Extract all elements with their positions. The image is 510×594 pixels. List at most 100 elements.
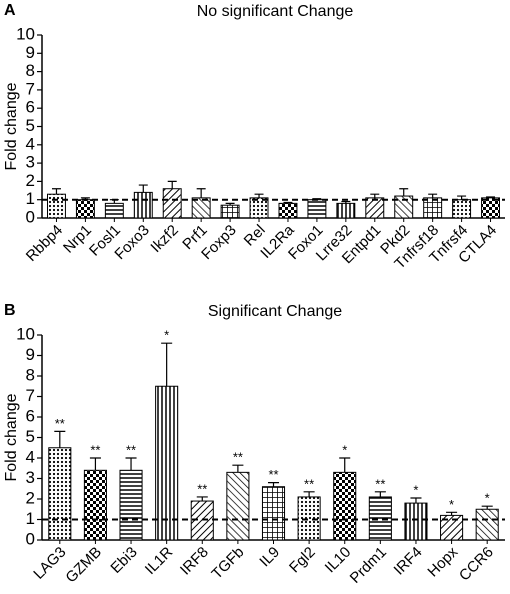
y-tick-label: 6	[26, 406, 35, 425]
error-bar	[225, 202, 235, 206]
error-bar	[457, 195, 467, 200]
x-tick-label: Fgl2	[286, 544, 319, 577]
error-bar	[54, 430, 66, 448]
error-bar	[125, 457, 137, 471]
bar	[368, 496, 392, 541]
error-bar	[196, 496, 208, 502]
bar	[404, 502, 428, 541]
bar	[155, 385, 179, 541]
y-tick-label: 7	[26, 386, 35, 405]
y-tick-label: 8	[26, 61, 35, 80]
y-tick-label: 3	[26, 153, 35, 172]
significance-label: **	[55, 416, 65, 431]
y-tick-label: 0	[26, 529, 35, 548]
error-bar	[399, 188, 409, 197]
significance-label: *	[485, 491, 490, 506]
significance-label: *	[164, 328, 169, 343]
error-bar	[283, 201, 293, 204]
significance-label: *	[449, 497, 454, 512]
error-bar	[339, 457, 351, 473]
significance-label: **	[268, 467, 278, 482]
chart-title: Significant Change	[208, 303, 342, 320]
error-bar	[428, 193, 438, 198]
error-bar	[481, 505, 493, 510]
y-tick-label: 4	[26, 447, 35, 466]
y-tick-label: 5	[26, 427, 35, 446]
bar	[423, 197, 443, 219]
panel-label: B	[4, 302, 16, 319]
bar	[46, 193, 66, 219]
bar	[220, 204, 240, 219]
error-bar	[161, 342, 173, 387]
significance-label: **	[126, 442, 136, 457]
significance-label: **	[233, 450, 243, 465]
bar	[365, 197, 385, 219]
bar	[226, 471, 250, 541]
bar	[75, 199, 95, 219]
error-bar	[51, 188, 61, 195]
bar	[249, 197, 269, 219]
error-bar	[167, 180, 177, 189]
x-tick-label: TGFb	[208, 544, 247, 583]
error-bar	[89, 457, 101, 471]
y-tick-label: 3	[26, 468, 35, 487]
error-bar	[196, 188, 206, 198]
y-tick-label: 10	[16, 324, 35, 343]
bar	[191, 197, 211, 219]
y-tick-label: 9	[26, 345, 35, 364]
significance-label: *	[342, 442, 347, 457]
bar	[307, 199, 327, 219]
bar	[333, 471, 357, 541]
bar	[297, 496, 321, 541]
y-tick-label: 1	[26, 509, 35, 528]
bar	[133, 191, 153, 219]
y-tick-label: 2	[26, 171, 35, 190]
y-tick-label: 2	[26, 488, 35, 507]
error-bar	[232, 464, 244, 473]
bar	[83, 469, 107, 541]
error-bar	[486, 196, 496, 198]
error-bar	[267, 482, 280, 487]
bar	[119, 469, 143, 541]
significance-label: **	[304, 476, 314, 491]
error-bar	[446, 511, 458, 516]
x-tick-label: GZMB	[62, 544, 105, 587]
error-bar	[410, 497, 422, 504]
bar	[162, 188, 182, 219]
y-tick-label: 5	[26, 116, 35, 135]
chart-title: No significant Change	[197, 3, 354, 20]
significance-label: **	[197, 481, 207, 496]
y-tick-label: 1	[26, 189, 35, 208]
bar	[481, 197, 501, 219]
error-bar	[254, 193, 264, 198]
x-tick-label: CCR6	[456, 544, 497, 585]
x-tick-label: IL9	[256, 544, 283, 571]
bar	[190, 500, 214, 541]
bar	[452, 199, 472, 219]
x-tick-label: Rbbp4	[23, 222, 66, 265]
bar	[261, 486, 286, 541]
x-tick-label: IRF8	[177, 544, 212, 579]
x-tick-label: LAG3	[30, 544, 69, 583]
error-bar	[341, 200, 351, 204]
bar	[278, 202, 298, 219]
x-tick-label: Hopx	[424, 543, 461, 580]
error-bar	[370, 193, 380, 198]
panel-label: A	[4, 2, 16, 19]
significance-label: *	[413, 482, 418, 497]
x-tick-label: Ebi3	[107, 544, 140, 577]
y-tick-label: 6	[26, 98, 35, 117]
error-bar	[138, 184, 148, 193]
error-bar	[374, 491, 386, 497]
y-tick-label: 0	[26, 207, 35, 226]
y-tick-label: 9	[26, 43, 35, 62]
y-tick-label: 4	[26, 134, 35, 153]
y-axis-label: Fold change	[3, 82, 20, 170]
error-bar	[303, 491, 315, 497]
bar	[104, 202, 124, 219]
y-axis-label: Fold change	[3, 393, 20, 481]
bar	[48, 447, 72, 541]
x-tick-label: Ikzf2	[147, 222, 181, 256]
x-tick-label: IL1R	[142, 543, 177, 578]
